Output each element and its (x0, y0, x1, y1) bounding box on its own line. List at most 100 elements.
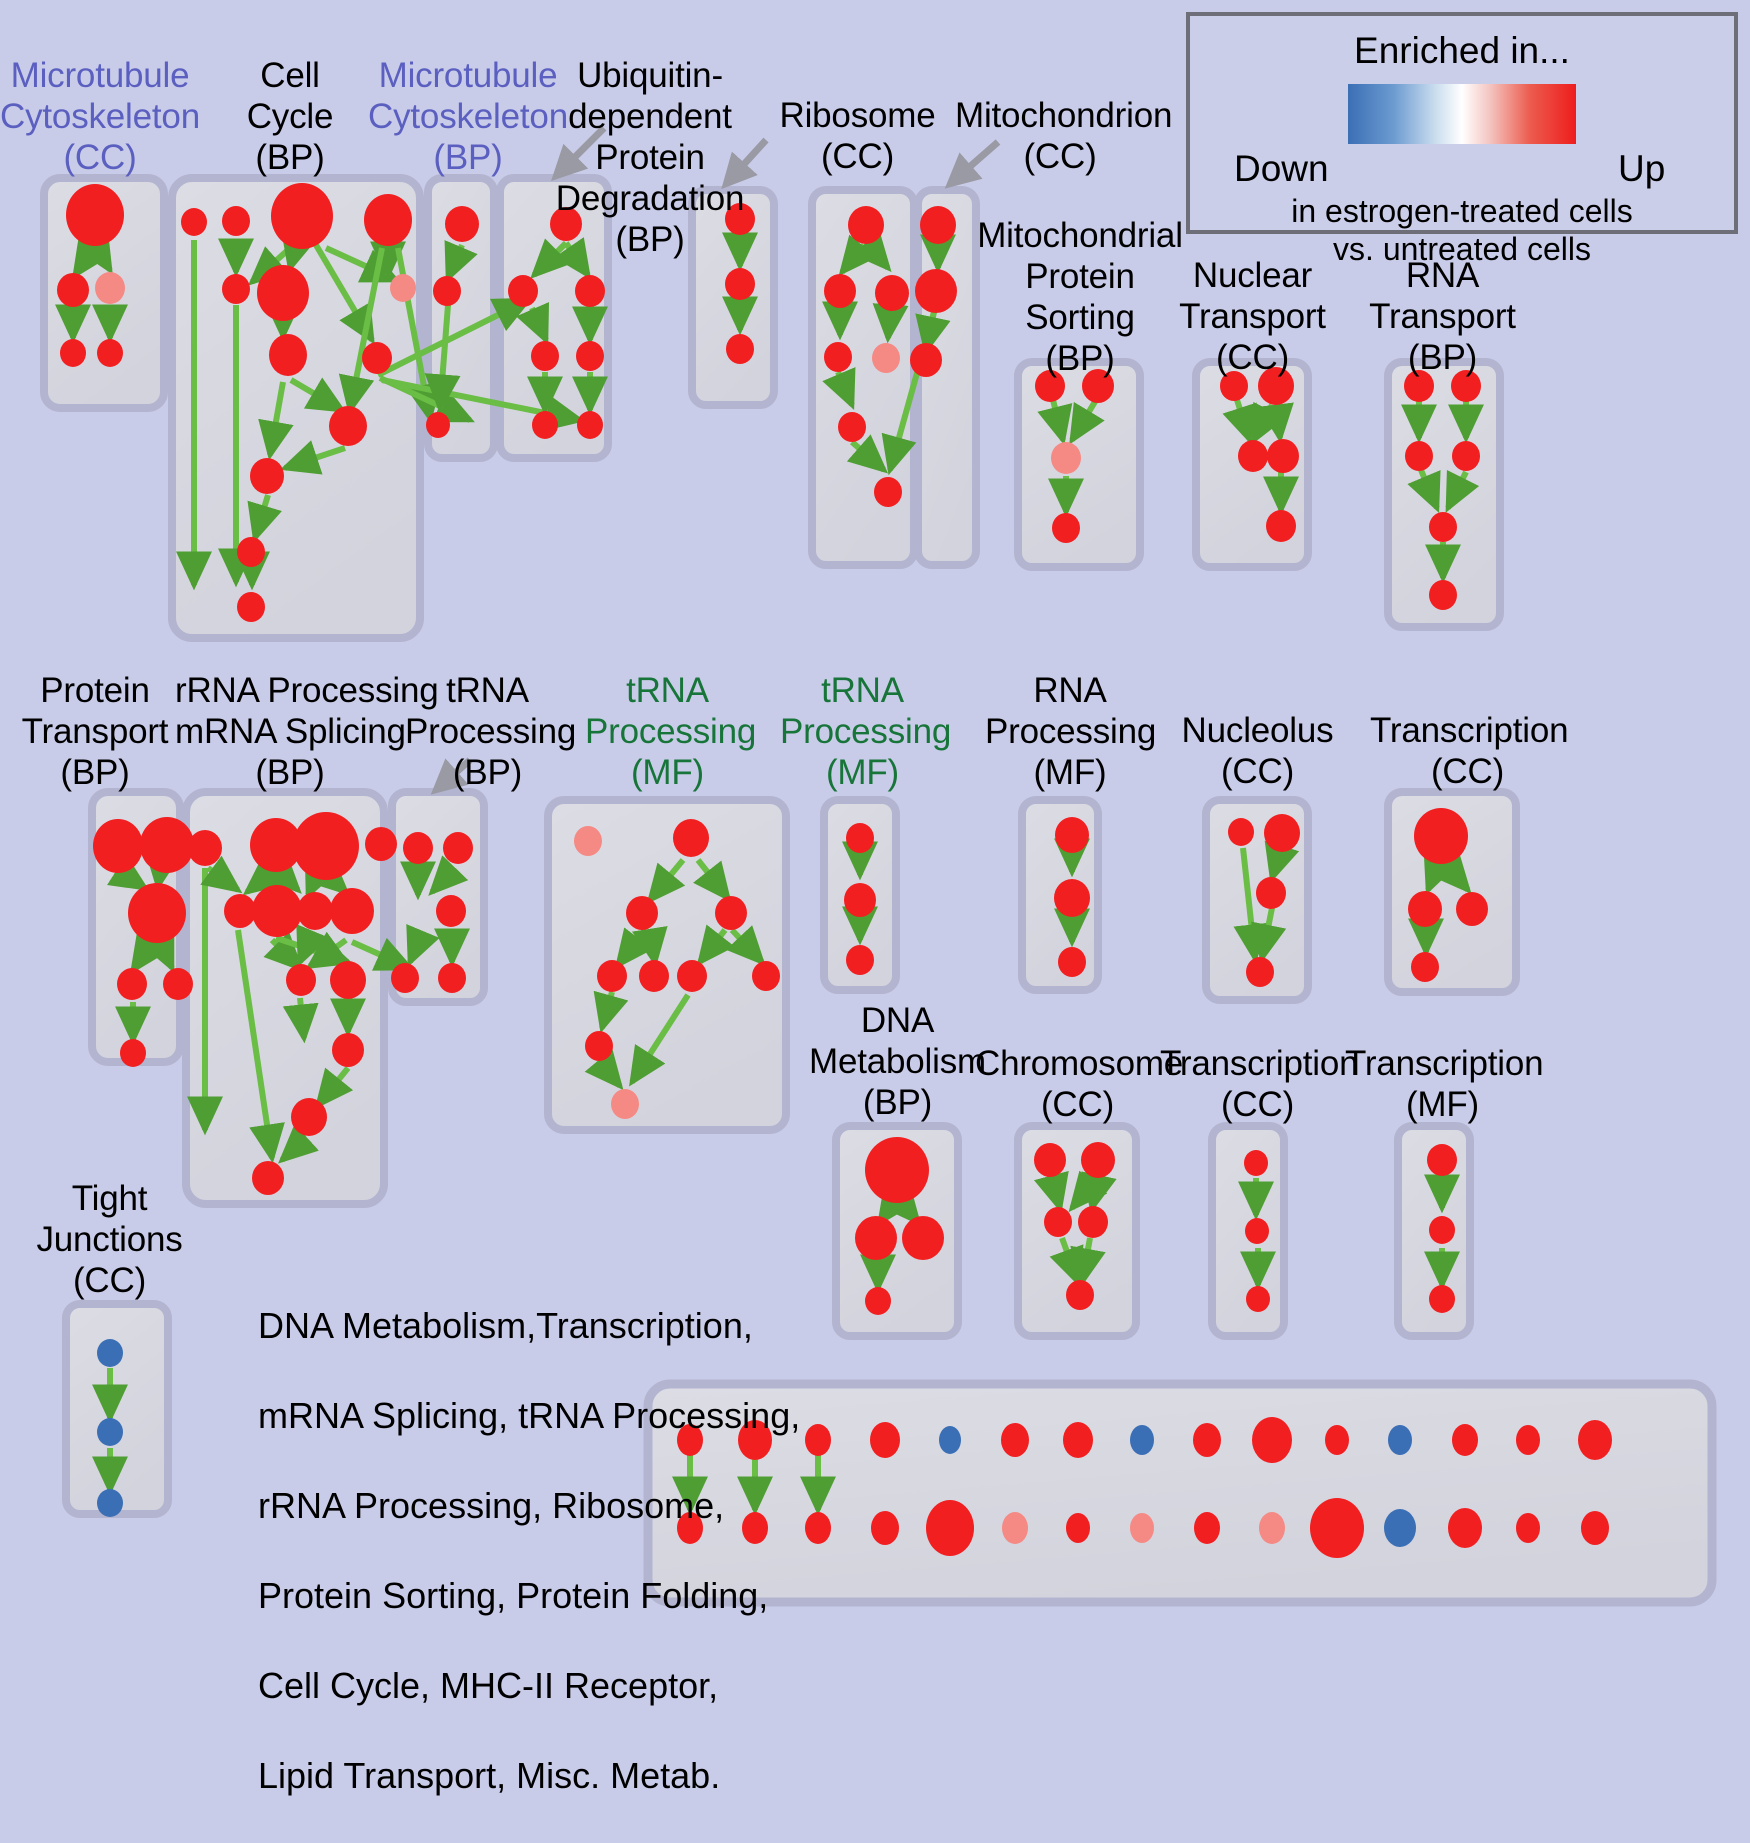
node[interactable] (97, 1418, 123, 1446)
node[interactable] (1384, 1509, 1416, 1547)
node[interactable] (237, 592, 265, 622)
node[interactable] (1034, 1143, 1066, 1177)
node[interactable] (1408, 891, 1442, 927)
node[interactable] (1310, 1498, 1364, 1558)
node[interactable] (677, 1512, 703, 1544)
node[interactable] (677, 960, 707, 992)
node[interactable] (362, 342, 392, 374)
node[interactable] (508, 275, 538, 307)
node[interactable] (677, 1424, 703, 1456)
node[interactable] (673, 819, 709, 857)
node[interactable] (1427, 1144, 1457, 1176)
node[interactable] (1405, 441, 1433, 471)
node[interactable] (1238, 440, 1268, 472)
node[interactable] (874, 477, 902, 507)
node[interactable] (1581, 1511, 1609, 1545)
node[interactable] (846, 823, 874, 853)
node[interactable] (926, 1500, 974, 1556)
node[interactable] (626, 896, 658, 930)
node[interactable] (865, 1287, 891, 1315)
node[interactable] (939, 1426, 961, 1454)
node[interactable] (844, 883, 876, 917)
node[interactable] (872, 343, 900, 373)
node[interactable] (1411, 952, 1439, 982)
node[interactable] (752, 961, 780, 991)
node[interactable] (597, 960, 627, 992)
node[interactable] (364, 194, 412, 246)
node[interactable] (585, 1031, 613, 1061)
node[interactable] (855, 1216, 897, 1260)
node[interactable] (1051, 442, 1081, 474)
node[interactable] (57, 273, 89, 307)
node[interactable] (66, 184, 124, 246)
node[interactable] (1002, 1512, 1028, 1544)
node[interactable] (293, 812, 359, 880)
node[interactable] (117, 968, 147, 1000)
node[interactable] (188, 830, 222, 866)
node[interactable] (436, 895, 466, 927)
node[interactable] (97, 1339, 123, 1367)
node[interactable] (445, 206, 479, 242)
node[interactable] (1246, 1286, 1270, 1312)
node[interactable] (1246, 957, 1274, 987)
node[interactable] (128, 883, 186, 943)
node[interactable] (224, 894, 256, 928)
node[interactable] (1228, 818, 1254, 846)
node[interactable] (163, 968, 193, 1000)
node[interactable] (1194, 1512, 1220, 1544)
node[interactable] (1035, 370, 1065, 402)
node[interactable] (1259, 1512, 1285, 1544)
node[interactable] (1001, 1423, 1029, 1457)
node[interactable] (291, 1098, 327, 1136)
node[interactable] (1130, 1513, 1154, 1543)
node[interactable] (1193, 1423, 1221, 1457)
node[interactable] (1452, 1424, 1478, 1456)
node[interactable] (1058, 947, 1086, 977)
node[interactable] (391, 963, 419, 993)
node[interactable] (1266, 510, 1296, 542)
node[interactable] (329, 406, 367, 446)
node[interactable] (824, 342, 852, 372)
node[interactable] (824, 274, 856, 308)
node[interactable] (250, 818, 302, 872)
node[interactable] (271, 183, 333, 249)
node[interactable] (574, 826, 602, 856)
node[interactable] (1081, 1142, 1115, 1178)
node[interactable] (222, 206, 250, 236)
node[interactable] (1258, 367, 1294, 405)
node[interactable] (332, 1033, 364, 1067)
node[interactable] (1429, 1216, 1455, 1244)
node[interactable] (60, 339, 86, 367)
node[interactable] (1448, 1508, 1482, 1548)
node[interactable] (1078, 1206, 1108, 1238)
node[interactable] (1516, 1513, 1540, 1543)
node[interactable] (1429, 1285, 1455, 1313)
node[interactable] (93, 819, 143, 873)
node[interactable] (531, 341, 559, 371)
node[interactable] (120, 1039, 146, 1067)
node[interactable] (1055, 817, 1089, 853)
node[interactable] (1456, 892, 1488, 926)
node[interactable] (846, 945, 874, 975)
node[interactable] (443, 832, 473, 864)
node[interactable] (95, 272, 125, 304)
node[interactable] (1066, 1513, 1090, 1543)
node[interactable] (1414, 808, 1468, 864)
node[interactable] (715, 896, 747, 930)
node[interactable] (1429, 512, 1457, 542)
node[interactable] (1267, 439, 1299, 473)
node[interactable] (576, 341, 604, 371)
node[interactable] (1451, 370, 1481, 402)
node[interactable] (1054, 879, 1090, 917)
node[interactable] (403, 832, 433, 864)
node[interactable] (390, 274, 416, 302)
node[interactable] (738, 1420, 772, 1460)
node[interactable] (1066, 1280, 1094, 1310)
node[interactable] (875, 275, 909, 311)
node[interactable] (1325, 1425, 1349, 1455)
node[interactable] (725, 268, 755, 300)
node[interactable] (250, 458, 284, 494)
node[interactable] (726, 334, 754, 364)
node[interactable] (97, 339, 123, 367)
node[interactable] (426, 412, 450, 438)
